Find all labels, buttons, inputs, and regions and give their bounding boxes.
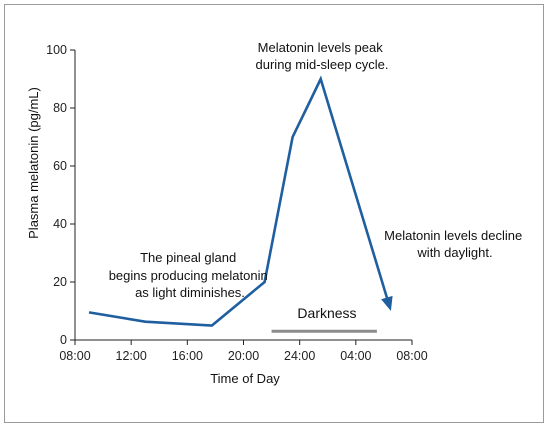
y-tick-label: 100 xyxy=(46,43,67,57)
annotation-peak-line: Melatonin levels peak xyxy=(258,40,384,55)
annotation-pineal-line: The pineal gland xyxy=(140,250,236,265)
y-tick-label: 40 xyxy=(53,217,67,231)
x-tick-label: 12:00 xyxy=(116,349,147,363)
x-axis-title: Time of Day xyxy=(210,371,280,386)
x-tick-label: 16:00 xyxy=(172,349,203,363)
y-tick-label: 20 xyxy=(53,275,67,289)
annotation-peak: Melatonin levels peak during mid-sleep c… xyxy=(256,40,389,72)
annotation-peak-line: during mid-sleep cycle. xyxy=(256,57,389,72)
y-tick-label: 0 xyxy=(60,333,67,347)
x-axis-ticks: 08:00 12:00 16:00 20:00 24:00 04:00 08:00 xyxy=(59,340,428,363)
x-tick-label: 24:00 xyxy=(284,349,315,363)
y-axis-ticks: 0 20 40 60 80 100 xyxy=(46,43,75,347)
annotation-decline: Melatonin levels decline with daylight. xyxy=(384,228,526,260)
x-tick-label: 08:00 xyxy=(59,349,90,363)
y-tick-label: 80 xyxy=(53,101,67,115)
x-tick-label: 04:00 xyxy=(340,349,371,363)
darkness-label: Darkness xyxy=(297,305,356,321)
y-tick-label: 60 xyxy=(53,159,67,173)
annotation-pineal-line: begins producing melatonin xyxy=(109,268,268,283)
melatonin-series-line xyxy=(88,75,389,327)
annotation-pineal: The pineal gland begins producing melato… xyxy=(109,250,272,300)
annotation-decline-line: with daylight. xyxy=(416,245,492,260)
y-axis-title: Plasma melatonin (pg/mL) xyxy=(26,87,41,239)
annotation-decline-line: Melatonin levels decline xyxy=(384,228,522,243)
x-tick-label: 20:00 xyxy=(228,349,259,363)
x-tick-label: 08:00 xyxy=(396,349,427,363)
annotation-pineal-line: as light diminishes. xyxy=(135,285,245,300)
chart-frame xyxy=(4,4,544,423)
decline-arrowhead xyxy=(381,295,393,311)
